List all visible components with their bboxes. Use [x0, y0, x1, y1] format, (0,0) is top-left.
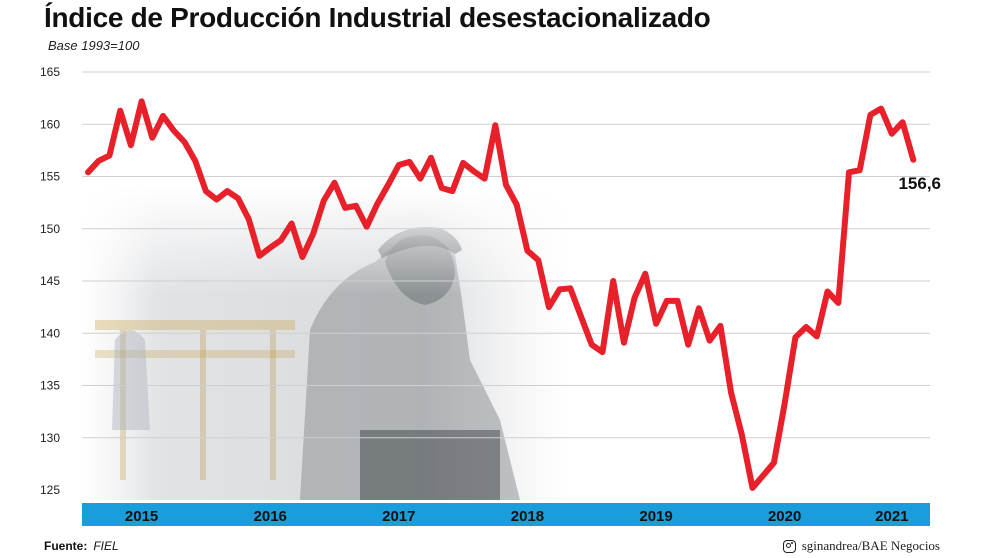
source-value: FIEL	[93, 539, 119, 553]
y-tick-label: 140	[40, 326, 60, 340]
y-tick-label: 135	[40, 379, 60, 393]
y-tick-label: 145	[40, 274, 60, 288]
y-tick-label: 165	[40, 65, 60, 79]
x-axis-year-labels: 2015 2016 2017 2018 2019 2020 2021	[125, 508, 909, 525]
last-value-label: 156,6	[898, 174, 941, 193]
instagram-icon	[782, 539, 796, 553]
factory-worker-photo	[82, 185, 572, 500]
annotation-layer: 156,6	[898, 174, 941, 193]
y-tick-label: 150	[40, 222, 60, 236]
chart-title: Índice de Producción Industrial desestac…	[44, 2, 711, 33]
y-tick-label: 155	[40, 170, 60, 184]
x-tick-label: 2017	[382, 508, 415, 525]
x-tick-label: 2021	[875, 508, 908, 525]
series-layer	[85, 98, 917, 491]
source-label: Fuente:	[44, 539, 88, 553]
y-tick-label: 160	[40, 117, 60, 131]
credit-note: sginandrea/BAE Negocios	[782, 538, 940, 554]
y-tick-label: 130	[40, 431, 60, 445]
y-tick-label: 125	[40, 483, 60, 497]
x-tick-label: 2015	[125, 508, 158, 525]
x-axis-band	[82, 503, 930, 526]
x-tick-label: 2020	[768, 508, 801, 525]
credit-text: sginandrea/BAE Negocios	[801, 538, 940, 553]
chart-subtitle: Base 1993=100	[48, 38, 140, 53]
chart-gridlines	[82, 71, 930, 439]
series-line	[85, 98, 917, 491]
x-tick-label: 2019	[639, 508, 672, 525]
source-note: Fuente: FIEL	[44, 539, 119, 553]
y-axis-tick-labels: 125 130 135 140 145 150 155 160 165	[40, 65, 60, 497]
x-tick-label: 2016	[254, 508, 287, 525]
x-tick-label: 2018	[511, 508, 544, 525]
